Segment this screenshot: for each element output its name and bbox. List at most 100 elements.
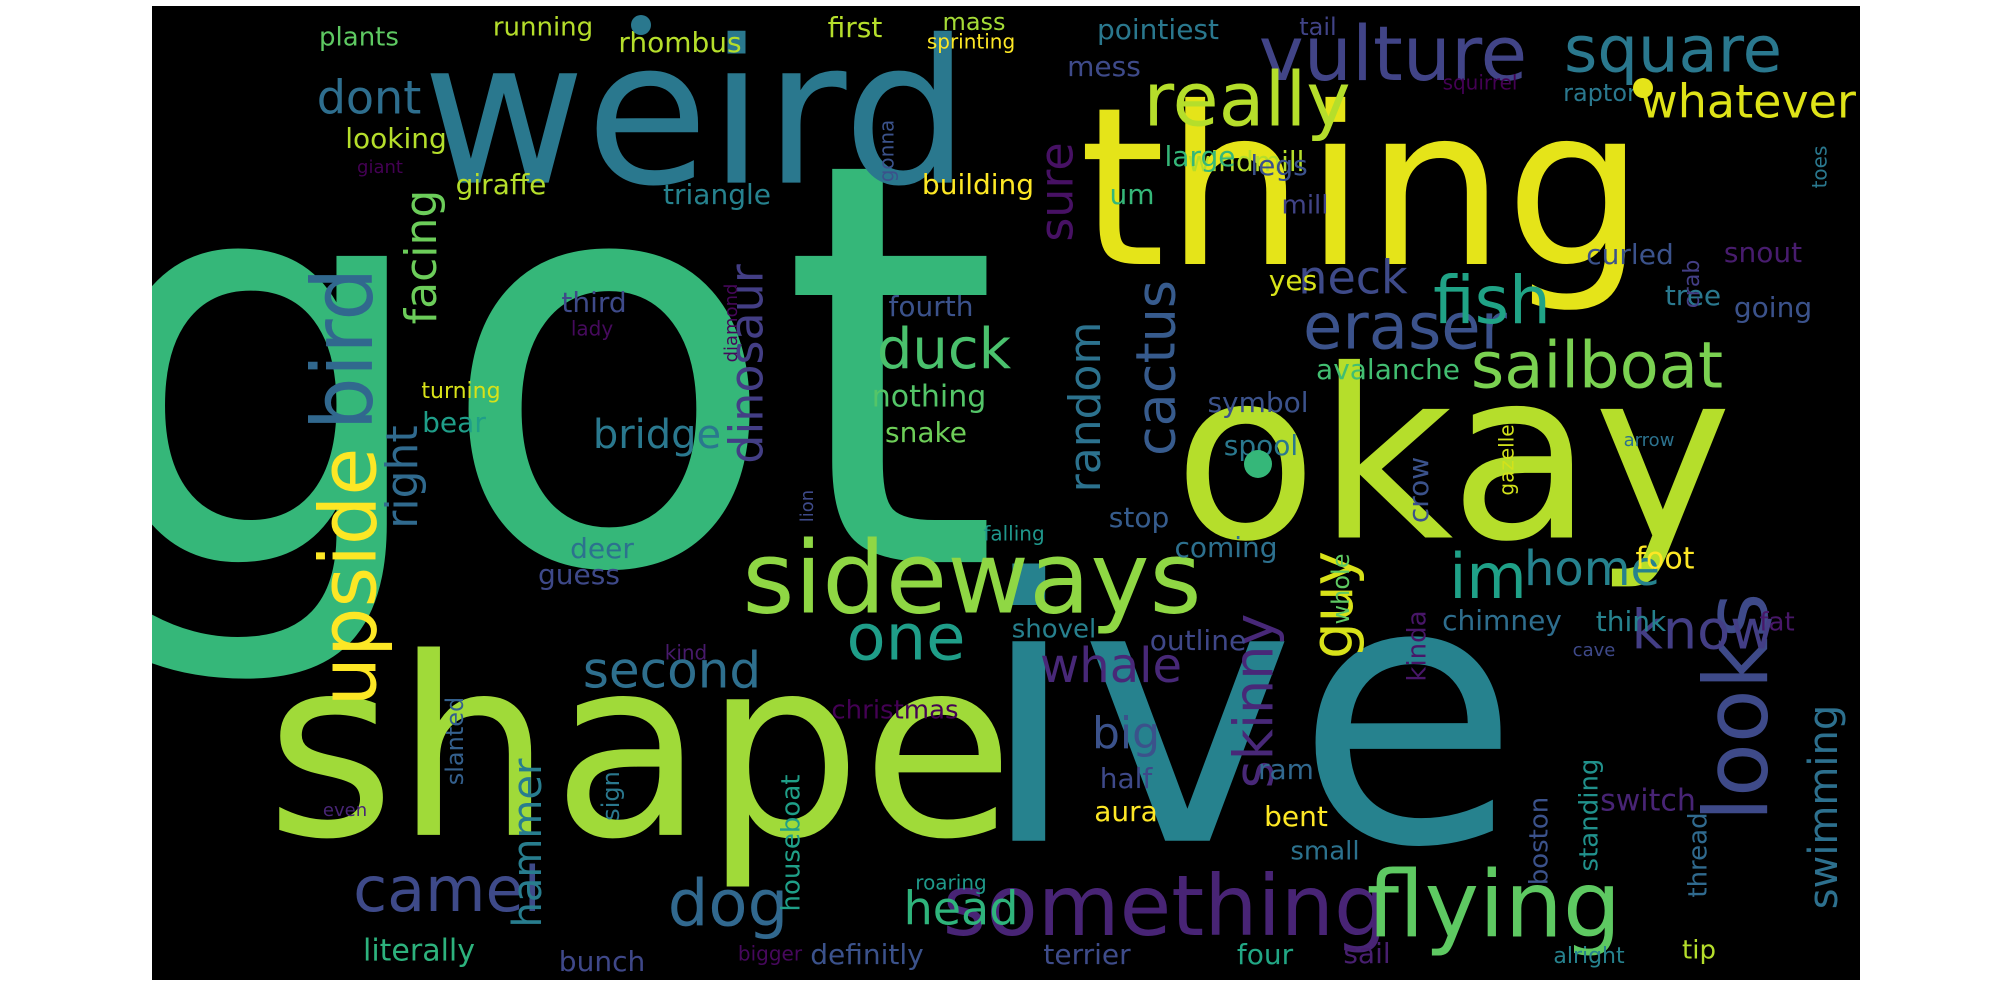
word-shovel: shovel (1012, 615, 1097, 645)
word-dinosaur: dinosaur (720, 264, 774, 464)
word-falling: falling (983, 522, 1044, 546)
word-snout: snout (1724, 236, 1802, 269)
word-sure: sure (1030, 142, 1084, 241)
word-thing: thing (1079, 60, 1645, 316)
word-roaring: roaring (915, 871, 986, 895)
word-curled: curled (1586, 238, 1673, 271)
word-tip: tip (1682, 936, 1716, 966)
word-cactus: cactus (1125, 280, 1188, 456)
word-upside: upside (304, 448, 394, 707)
word-looks: looks (1685, 593, 1788, 822)
word-bigger: bigger (738, 942, 803, 966)
word-skinny: skinny (1223, 614, 1286, 789)
word-um: um (1109, 178, 1154, 211)
word-toes: toes (1808, 146, 1832, 189)
word-square: square (1564, 14, 1782, 88)
word-foot: foot (1635, 542, 1694, 577)
word-running: running (493, 13, 593, 43)
word-got: got (152, 43, 1000, 695)
word-sail: sail (1343, 937, 1390, 970)
word-mill: mill (1282, 191, 1329, 221)
word-neck: neck (1298, 251, 1408, 305)
word-cloud-canvas: gotiveshapethingokayweirdsidewayssomethi… (152, 6, 1856, 978)
word-random: random (1060, 322, 1111, 493)
word-second: second (583, 642, 761, 700)
word-triangle: triangle (663, 178, 771, 211)
word-cloud: got ive shape thing okay weird sideways somethi… (152, 6, 1860, 980)
dot-mark (631, 15, 651, 35)
word-im: im (1449, 540, 1527, 613)
word-sideways: sideways (742, 519, 1201, 636)
word-mess: mess (1067, 50, 1141, 83)
word-thread: thread (1684, 812, 1714, 897)
word-sign: sign (597, 771, 625, 821)
word-standing: standing (1575, 759, 1605, 872)
dot-mark (1633, 78, 1653, 98)
word-eraser: eraser (1303, 291, 1508, 365)
word-diamond: diamond (721, 284, 742, 363)
word-going: going (1734, 291, 1812, 324)
word-giraffe: giraffe (456, 168, 547, 201)
word-fourth: fourth (889, 290, 974, 323)
word-bird: bird (294, 267, 392, 430)
word-camel: camel (353, 853, 541, 926)
word-legs: legs (1250, 149, 1307, 182)
word-hammer: hammer (505, 758, 551, 927)
word-shape: shape (266, 606, 1014, 894)
word-ive: ive (978, 503, 1520, 928)
word-snake: snake (885, 416, 967, 449)
word-sprinting: sprinting (927, 30, 1015, 54)
word-swimming: swimming (1801, 705, 1847, 909)
word-aura: aura (1094, 795, 1158, 828)
word-switch: switch (1600, 784, 1696, 819)
word-giant: giant (357, 157, 403, 178)
word-terrier: terrier (1043, 938, 1131, 971)
word-dont: dont (317, 71, 422, 125)
word-pointiest: pointiest (1097, 13, 1219, 46)
word-symbol: symbol (1207, 386, 1308, 419)
word-bear: bear (422, 406, 486, 439)
word-lady: lady (571, 317, 614, 341)
word-crow: crow (1402, 457, 1435, 523)
word-fish: fish (1433, 262, 1551, 339)
word-four: four (1237, 938, 1294, 971)
word-tree: tree (1665, 279, 1721, 312)
word-crab: crab (1680, 260, 1705, 309)
word-gazelle: gazelle (1495, 424, 1519, 495)
word-christmas: christmas (831, 696, 958, 726)
word-avalanche: avalanche (1316, 353, 1460, 386)
word-chimney: chimney (1442, 604, 1562, 637)
word-sailboat: sailboat (1471, 330, 1723, 404)
word-literally: literally (363, 934, 475, 969)
word-whole: whole (1327, 554, 1355, 625)
word-kind: kind (665, 641, 708, 665)
word-something: something (943, 857, 1388, 955)
word-third: third (561, 286, 626, 319)
word-even: even (323, 800, 367, 821)
word-nothing: nothing (872, 380, 987, 415)
word-yes: yes (1269, 264, 1317, 297)
word-duck: duck (877, 317, 1012, 382)
word-guy: guy (1298, 551, 1366, 659)
word-fat: fat (1759, 608, 1794, 638)
word-looking: looking (345, 122, 447, 155)
word-kinda: kinda (1403, 610, 1433, 681)
word-know: know (1632, 599, 1775, 662)
word-ram: ram (1258, 753, 1314, 786)
word-first: first (828, 11, 883, 44)
word-flying: flying (1367, 851, 1622, 958)
word-facing: facing (396, 190, 447, 325)
word-turning: turning (421, 379, 500, 404)
word-bunch: bunch (559, 945, 645, 978)
word-dog: dog (668, 868, 788, 942)
word-home: home (1524, 541, 1660, 597)
word-raptor: raptor (1563, 79, 1637, 107)
dot-mark (1244, 450, 1272, 478)
word-windmill: windmill (1188, 145, 1305, 178)
word-guess: guess (538, 558, 620, 591)
word-plants: plants (319, 23, 399, 53)
word-weird: weird (422, 6, 970, 231)
word-gonna: gonna (875, 120, 899, 183)
word-head: head (904, 882, 1019, 936)
word-coming: coming (1174, 531, 1277, 564)
